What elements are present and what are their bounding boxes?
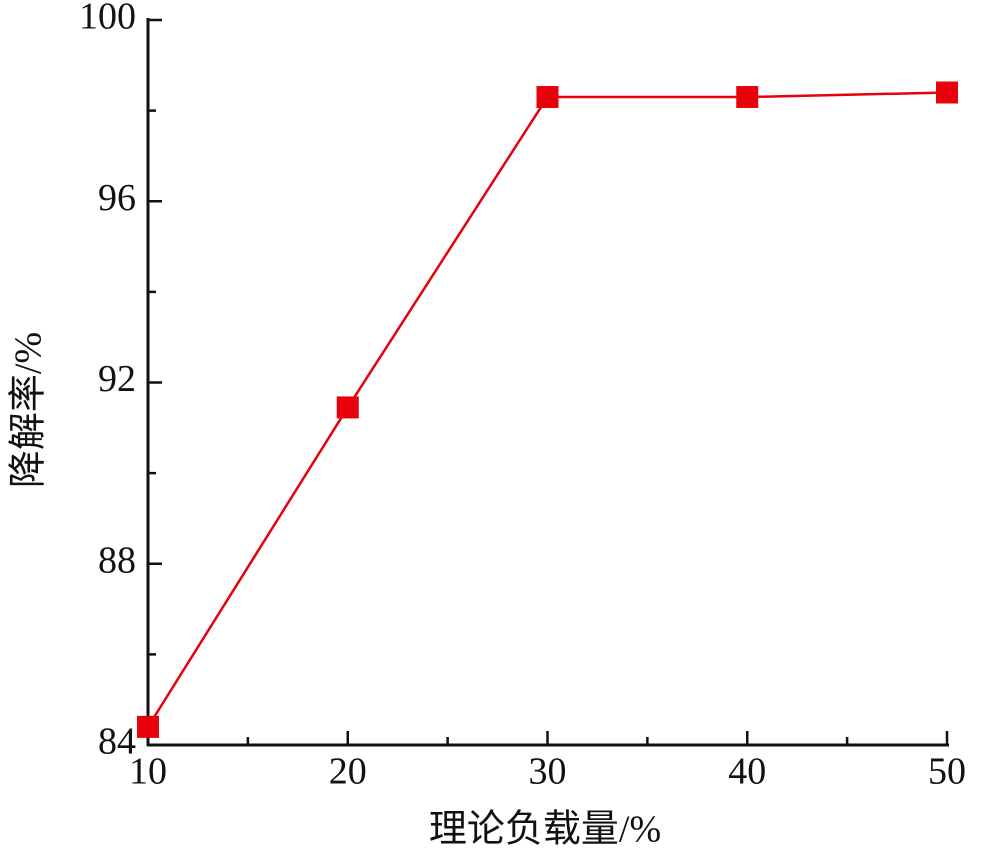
y-tick-label: 88 <box>98 539 136 581</box>
x-tick-label: 20 <box>329 751 367 793</box>
y-tick-label: 84 <box>98 721 136 763</box>
line <box>146 91 948 728</box>
marker <box>936 81 958 104</box>
marker <box>336 396 359 419</box>
x-tick-label: 40 <box>728 751 766 793</box>
marker <box>536 86 559 109</box>
marker <box>736 86 759 109</box>
x-tick-label: 30 <box>529 751 567 793</box>
x-tick-label: 10 <box>129 751 167 793</box>
marker <box>137 715 159 738</box>
y-tick-label: 96 <box>98 177 136 219</box>
y-axis-label: 降解率/% <box>8 332 50 488</box>
y-tick-label: 92 <box>98 358 136 400</box>
x-axis-label: 理论负载量/% <box>429 809 661 851</box>
y-tick-label: 100 <box>79 0 136 38</box>
x-tick-label: 50 <box>928 751 966 793</box>
